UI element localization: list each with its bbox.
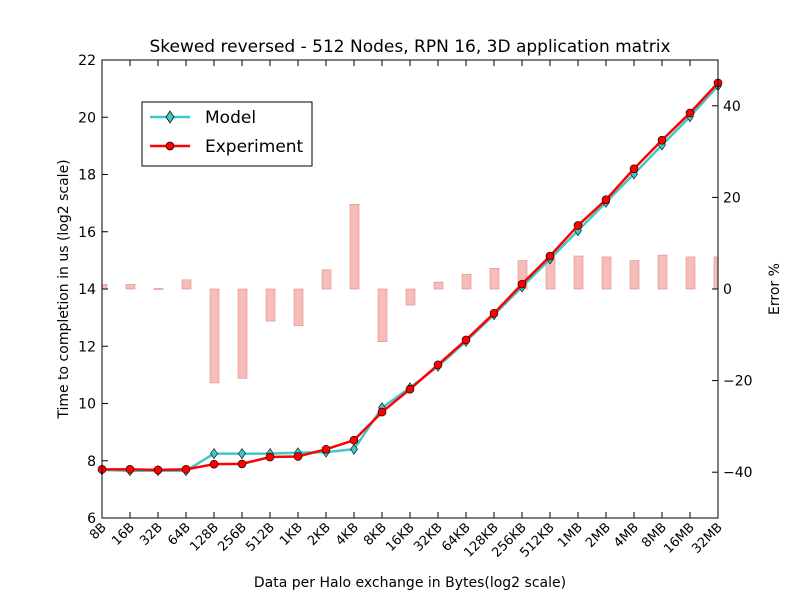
y-tick-label: 18 — [78, 168, 96, 184]
experiment-point — [153, 465, 163, 475]
y-tick-label: 8 — [87, 454, 96, 470]
error-bar — [153, 288, 164, 290]
y-tick-label: 12 — [78, 339, 96, 355]
experiment-point — [489, 309, 499, 318]
experiment-point — [125, 465, 135, 474]
x-tick-label: 2KB — [305, 520, 334, 549]
experiment-point — [433, 360, 443, 370]
experiment-point — [349, 435, 359, 445]
model-point — [350, 443, 358, 455]
x-tick-label: 4MB — [611, 520, 642, 551]
error-bar — [125, 284, 136, 290]
y2-axis-label: Error % — [767, 263, 783, 315]
x-tick-label: 1MB — [555, 520, 586, 551]
y2-tick-label: −20 — [723, 374, 753, 390]
x-tick-label: 512B — [243, 520, 277, 554]
experiment-point — [573, 221, 583, 230]
legend-model-label: Model — [205, 108, 256, 128]
experiment-point — [657, 135, 667, 145]
error-bar — [657, 254, 668, 290]
error-bar — [685, 256, 696, 290]
error-bar — [629, 260, 640, 290]
experiment-point — [517, 279, 527, 289]
legend-experiment-marker — [165, 141, 175, 151]
y-tick-label: 14 — [78, 282, 96, 298]
error-bar — [573, 255, 584, 290]
experiment-point — [265, 452, 275, 462]
legend-model-marker — [165, 110, 175, 124]
y2-tick-label: 40 — [723, 99, 741, 115]
x-tick-label: 256B — [215, 520, 249, 554]
error-bar — [321, 269, 332, 290]
error-bar — [601, 256, 612, 290]
chart-title: Skewed reversed - 512 Nodes, RPN 16, 3D … — [149, 37, 670, 57]
y-tick-label: 20 — [78, 110, 96, 126]
experiment-point — [237, 459, 247, 469]
error-bar — [377, 288, 388, 342]
error-bar — [237, 288, 248, 379]
x-tick-label: 2MB — [583, 520, 614, 551]
experiment-point — [405, 384, 415, 394]
legend-experiment-label: Experiment — [205, 137, 304, 157]
error-bar — [461, 274, 472, 290]
model-point — [238, 448, 246, 460]
x-tick-label: 32KB — [411, 520, 446, 555]
experiment-point — [181, 465, 191, 474]
error-bar — [405, 288, 416, 306]
x-tick-label: 128B — [187, 520, 221, 554]
y-axis-label: Time to completion in us (log2 scale) — [56, 159, 72, 419]
legend: Model Experiment — [141, 101, 313, 167]
error-bars — [101, 203, 719, 384]
experiment-point — [209, 459, 219, 469]
model-point — [210, 448, 218, 460]
error-bar — [101, 284, 108, 290]
y2-tick-label: −40 — [723, 465, 753, 481]
experiment-point — [545, 251, 555, 261]
x-tick-label: 4KB — [333, 520, 362, 549]
y-tick-label: 22 — [78, 53, 96, 69]
error-bar — [713, 256, 719, 290]
error-bar — [433, 281, 444, 290]
experiment-point — [461, 335, 471, 345]
series-lines — [97, 78, 723, 477]
y2-tick-label: 20 — [723, 190, 741, 206]
experiment-point — [293, 452, 303, 461]
y-tick-label: 16 — [78, 225, 96, 241]
error-bar — [489, 268, 500, 290]
experiment-point — [377, 407, 387, 417]
error-bar — [265, 288, 276, 322]
experiment-point — [321, 444, 331, 454]
x-tick-label: 32MB — [689, 520, 726, 557]
experiment-point — [601, 195, 611, 204]
x-tick-label: 1KB — [277, 520, 306, 549]
experiment-point — [629, 164, 639, 174]
experiment-point — [685, 108, 695, 118]
x-tick-label: 16MB — [661, 520, 698, 557]
x-tick-label: 16B — [109, 520, 138, 549]
error-bar — [293, 288, 304, 326]
error-bar — [209, 288, 220, 384]
error-bar — [349, 203, 360, 290]
y-tick-label: 10 — [78, 397, 96, 413]
x-tick-label: 16KB — [383, 520, 418, 555]
x-tick-label: 32B — [137, 520, 166, 549]
y-tick-label: 6 — [87, 511, 96, 527]
x-axis-label: Data per Halo exchange in Bytes(log2 sca… — [254, 575, 566, 591]
y2-tick-label: 0 — [723, 282, 732, 298]
error-bar — [181, 279, 192, 290]
